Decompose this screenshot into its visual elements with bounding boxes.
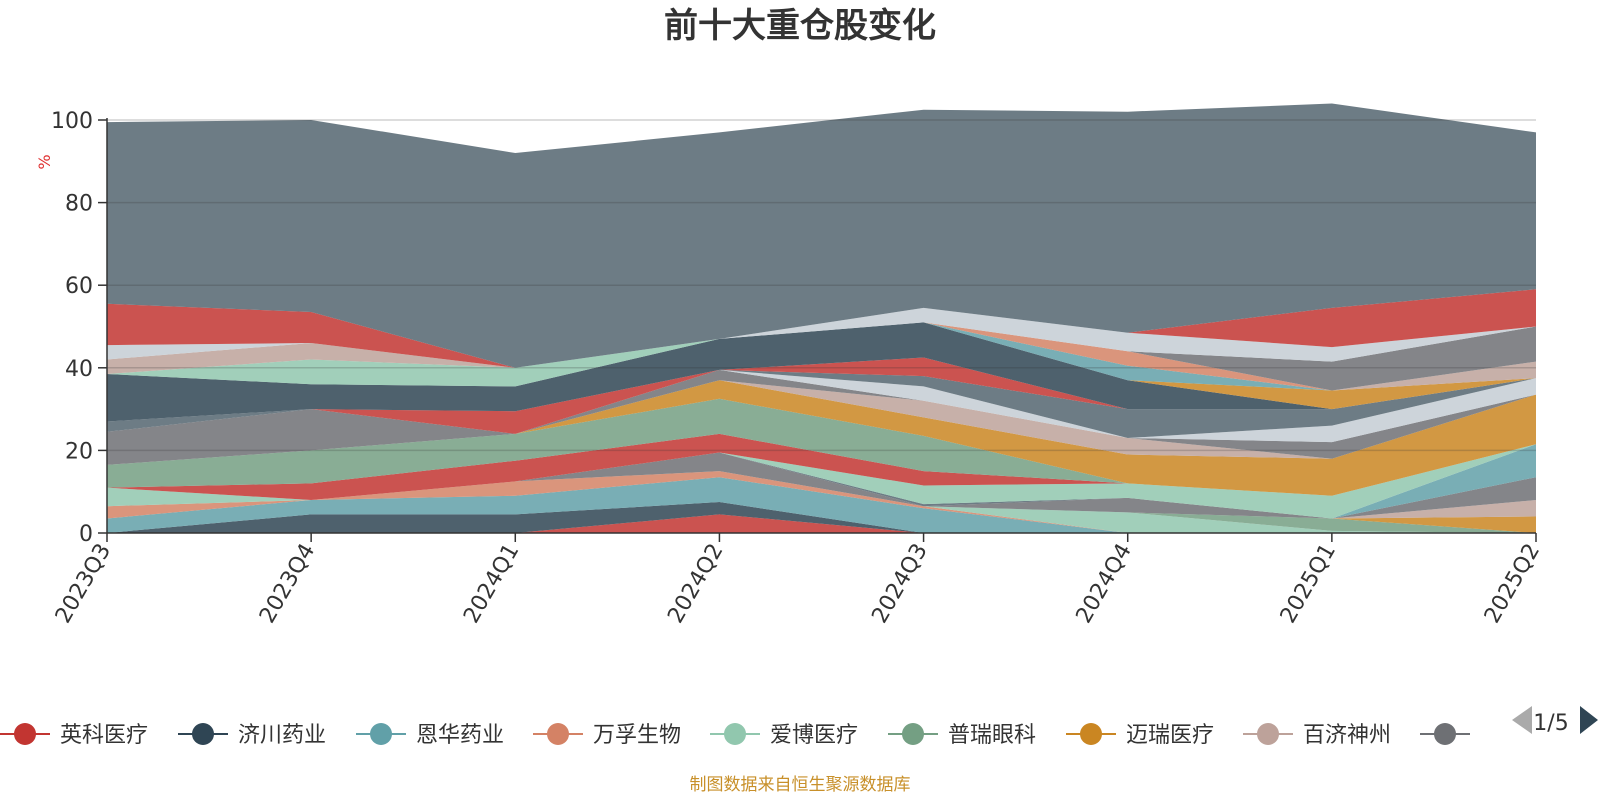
area-series-5 [107, 471, 1536, 533]
area-series-27 [107, 322, 1536, 391]
x-tick-label: 2023Q4 [255, 540, 320, 628]
area-series-8 [107, 471, 1536, 519]
legend-label: 爱博医疗 [770, 723, 858, 748]
legend-item[interactable]: 英科医疗 [0, 723, 148, 748]
area-series-24 [107, 322, 1536, 410]
area-series-group [107, 103, 1536, 533]
legend-marker-icon [370, 723, 392, 745]
y-tick-label: 100 [51, 109, 93, 134]
legend-item[interactable]: 百济神州 [1243, 723, 1391, 748]
source-note: 制图数据来自恒生聚源数据库 [690, 775, 911, 795]
area-series-28 [107, 322, 1536, 391]
legend-marker-icon [1434, 723, 1456, 745]
legend-page-indicator: 1/5 [1533, 711, 1568, 736]
previous-page-icon[interactable] [1512, 706, 1532, 734]
legend-marker-icon [1257, 723, 1279, 745]
area-series-23 [107, 322, 1536, 422]
area-series-32 [107, 289, 1536, 368]
legend-marker-icon [724, 723, 746, 745]
y-tick-label: 40 [65, 357, 93, 382]
area-series-4 [107, 471, 1536, 533]
legend-item[interactable]: 济川药业 [178, 723, 326, 748]
legend-marker-icon [1080, 723, 1102, 745]
area-series-18 [107, 380, 1536, 465]
x-tick-label: 2024Q4 [1072, 540, 1137, 628]
legend-items: 英科医疗 济川药业 恩华药业 万孚生物 爱博医疗 普瑞眼科 迈瑞医疗 百济神州 [0, 723, 1470, 748]
x-tick-label: 2024Q1 [459, 540, 524, 628]
legend-pager: 1/5 [1512, 706, 1598, 736]
legend-label: 恩华药业 [416, 723, 504, 748]
x-tick-label: 2024Q3 [867, 540, 932, 628]
next-page-icon[interactable] [1580, 706, 1598, 734]
legend-item[interactable]: 万孚生物 [533, 723, 681, 748]
area-series-22 [107, 357, 1536, 434]
legend-item[interactable] [1420, 723, 1470, 745]
area-series-3 [107, 477, 1536, 533]
area-series-6 [107, 471, 1536, 533]
legend-marker-icon [192, 723, 214, 745]
x-tick-label: 2023Q3 [51, 540, 116, 628]
legend: 英科医疗 济川药业 恩华药业 万孚生物 爱博医疗 普瑞眼科 迈瑞医疗 百济神州 [0, 723, 1470, 748]
area-series-31 [107, 307, 1536, 368]
x-tick-label: 2025Q1 [1276, 540, 1341, 628]
legend-label: 英科医疗 [60, 723, 148, 748]
legend-marker-icon [902, 723, 924, 745]
y-tick-label: 0 [79, 522, 93, 547]
legend-label: 百济神州 [1303, 723, 1391, 748]
area-series-16 [107, 398, 1536, 496]
legend-item[interactable]: 恩华药业 [356, 723, 504, 748]
y-tick-label: 20 [65, 439, 93, 464]
y-tick-label: 80 [65, 192, 93, 217]
area-series-15 [107, 433, 1536, 500]
legend-label: 济川药业 [238, 723, 326, 748]
grid-lines [107, 119, 1536, 452]
y-axis-label: % [35, 154, 54, 169]
area-series-20 [107, 369, 1536, 443]
legend-label: 万孚生物 [593, 723, 681, 748]
legend-item[interactable]: 爱博医疗 [710, 723, 858, 748]
area-series-19 [107, 369, 1536, 465]
legend-item[interactable]: 普瑞眼科 [888, 723, 1036, 748]
area-series-14 [107, 444, 1536, 519]
legend-item[interactable]: 迈瑞医疗 [1066, 723, 1214, 748]
legend-label: 迈瑞医疗 [1126, 723, 1214, 748]
area-series-33 [107, 103, 1536, 368]
x-tick-label: 2025Q2 [1480, 540, 1545, 628]
legend-marker-icon [547, 723, 569, 745]
y-tick-label: 60 [65, 274, 93, 299]
area-series-21 [107, 369, 1536, 438]
legend-label: 普瑞眼科 [948, 723, 1036, 748]
area-series-26 [107, 322, 1536, 410]
legend-marker-icon [14, 723, 36, 745]
chart-title: 前十大重仓股变化 [664, 6, 936, 46]
x-tick-label: 2024Q2 [663, 540, 728, 628]
area-series-9 [107, 452, 1536, 519]
area-series-17 [107, 380, 1536, 496]
